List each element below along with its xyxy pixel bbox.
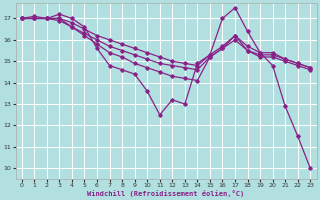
X-axis label: Windchill (Refroidissement éolien,°C): Windchill (Refroidissement éolien,°C) [87, 190, 245, 197]
